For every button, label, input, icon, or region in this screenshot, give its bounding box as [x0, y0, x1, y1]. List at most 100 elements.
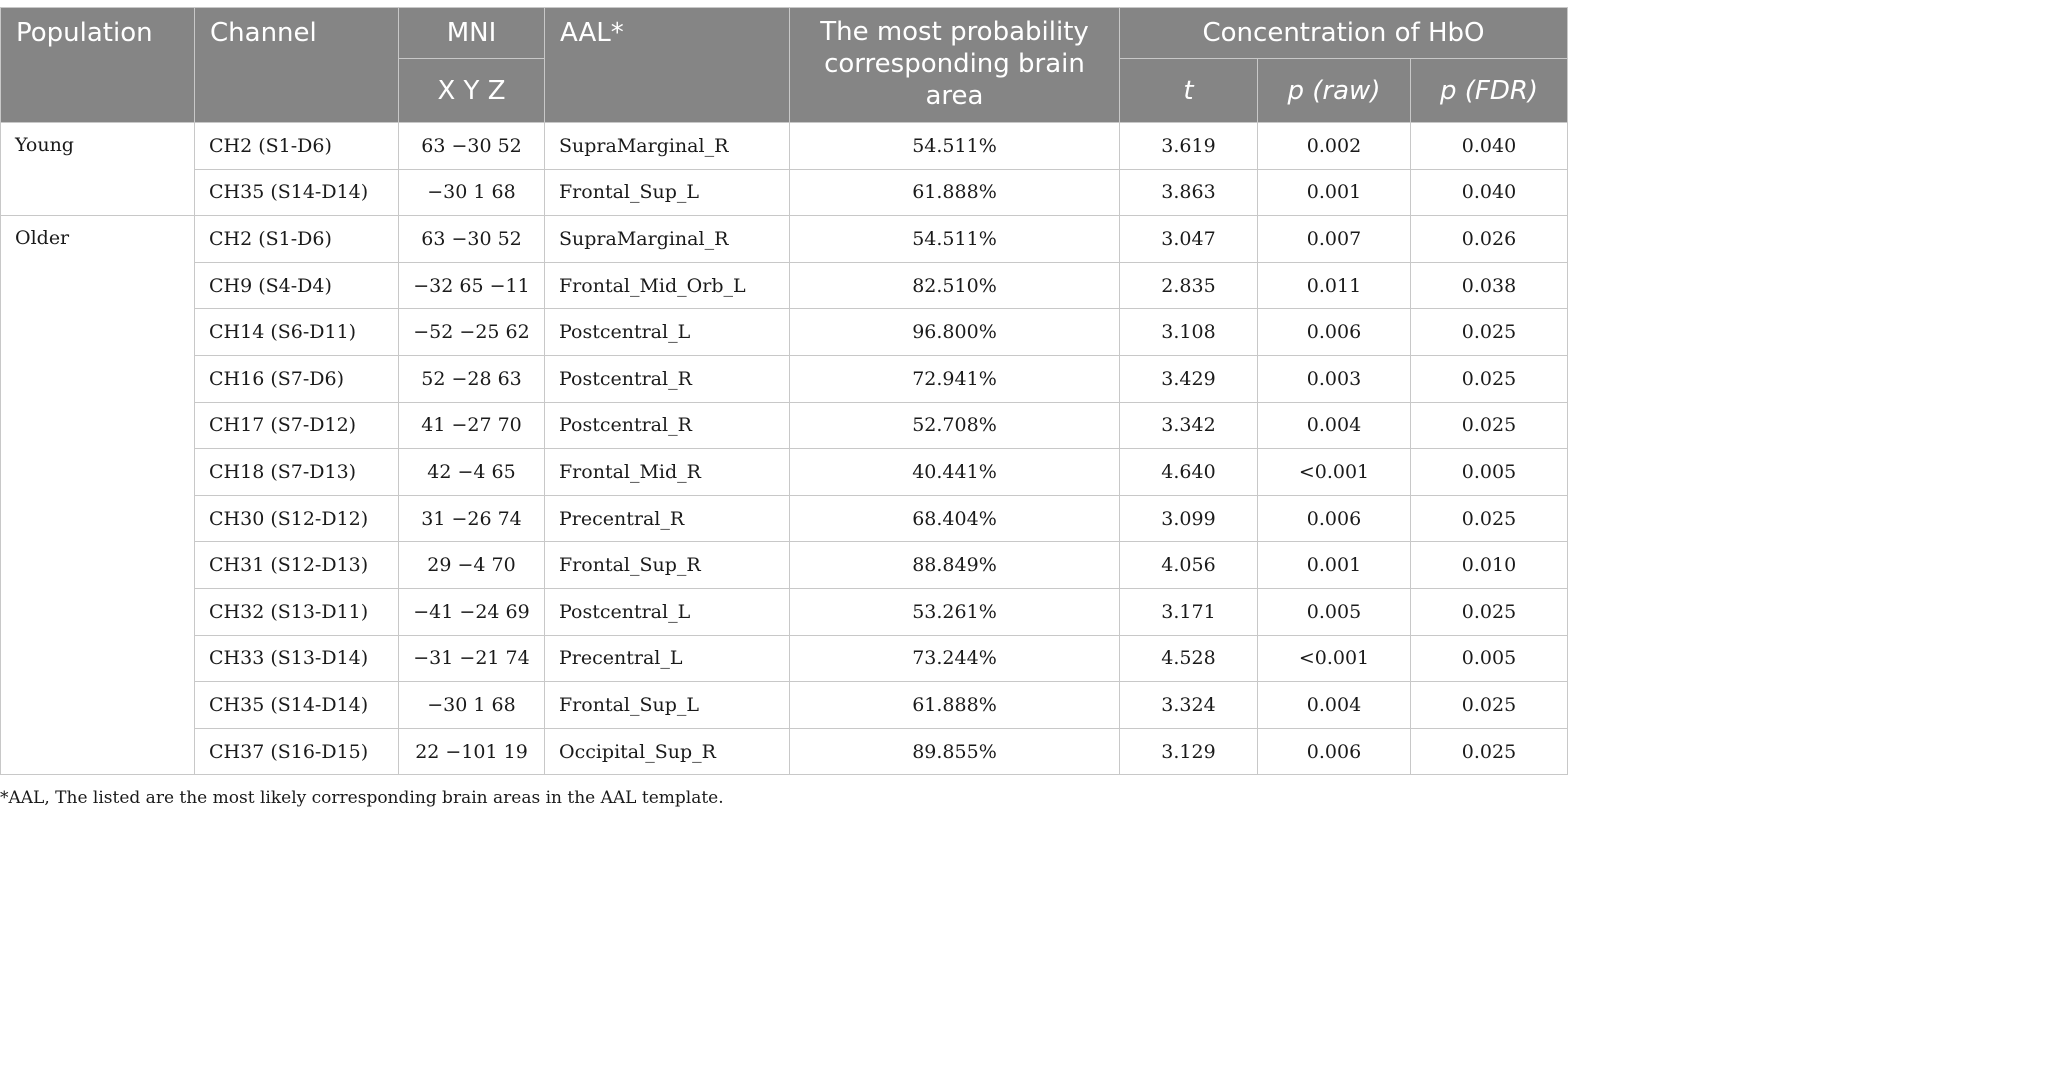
mni-cell: −41 −24 69	[398, 587, 545, 636]
table-row: CH14 (S6-D11) −52 −25 62 Postcentral_L 96.8…	[1, 308, 1569, 356]
probability-cell: 82.510%	[789, 261, 1120, 310]
aal-cell: Postcentral_L	[544, 587, 790, 636]
mni-cell: 42 −4 65	[398, 448, 545, 496]
p-raw-cell: 0.004	[1257, 681, 1411, 729]
p-raw-cell: 0.003	[1257, 354, 1411, 403]
p-raw-cell: 0.011	[1257, 261, 1411, 310]
p-fdr-cell: 0.038	[1409, 261, 1569, 310]
probability-cell: 53.261%	[789, 587, 1120, 636]
table-row: Older CH2 (S1-D6) 63 −30 52 SupraMarginal_R…	[0, 215, 1569, 776]
p-raw-cell: 0.001	[1257, 541, 1411, 589]
aal-cell: Frontal_Sup_L	[544, 168, 790, 217]
p-raw-cell: 0.006	[1257, 494, 1411, 543]
mni-cell: 41 −27 70	[398, 401, 545, 450]
p-fdr-cell: 0.040	[1409, 122, 1569, 170]
aal-cell: SupraMarginal_R	[544, 215, 790, 263]
t-value-cell: 3.342	[1119, 401, 1258, 450]
p-raw-cell: 0.005	[1257, 587, 1411, 636]
t-value-cell: 3.099	[1119, 494, 1258, 543]
aal-cell: Postcentral_L	[544, 308, 790, 356]
p-fdr-cell: 0.005	[1409, 448, 1569, 496]
table-row: CH9 (S4-D4) −32 65 −11 Frontal_Mid_Orb_L 82…	[1, 261, 1569, 310]
aal-cell: Frontal_Mid_R	[544, 448, 790, 496]
table-row: CH32 (S13-D11) −41 −24 69 Postcentral_L 53.…	[1, 587, 1569, 636]
aal-cell: Frontal_Sup_R	[544, 541, 790, 589]
channel-cell: CH31 (S12-D13)	[194, 541, 399, 589]
t-value-cell: 3.863	[1119, 168, 1258, 217]
t-value-cell: 3.108	[1119, 308, 1258, 356]
channel-cell: CH18 (S7-D13)	[194, 448, 399, 496]
probability-cell: 89.855%	[789, 727, 1120, 776]
table-row: CH17 (S7-D12) 41 −27 70 Postcentral_R 52.70…	[1, 401, 1569, 450]
header-mni: MNI	[398, 7, 545, 59]
table-row: CH35 (S14-D14) −30 1 68 Frontal_Sup_L 61.88…	[1, 168, 1569, 217]
probability-cell: 61.888%	[789, 681, 1120, 729]
p-raw-cell: 0.001	[1257, 168, 1411, 217]
t-value-cell: 3.619	[1119, 122, 1258, 170]
table-row: CH18 (S7-D13) 42 −4 65 Frontal_Mid_R 40.441…	[1, 448, 1569, 496]
header-mni-xyz: X Y Z	[398, 58, 545, 123]
channel-cell: CH2 (S1-D6)	[194, 122, 399, 170]
t-value-cell: 3.171	[1119, 587, 1258, 636]
p-raw-cell: 0.002	[1257, 122, 1411, 170]
table-row: CH33 (S13-D14) −31 −21 74 Precentral_L 73.2…	[1, 634, 1569, 683]
p-raw-cell: <0.001	[1257, 634, 1411, 683]
header-t: t	[1119, 58, 1258, 123]
aal-cell: Precentral_R	[544, 494, 790, 543]
aal-cell: SupraMarginal_R	[544, 122, 790, 170]
table-row: Young CH2 (S1-D6) 63 −30 52 SupraMarginal_R…	[0, 121, 1569, 217]
header-p-fdr: p (FDR)	[1409, 58, 1569, 123]
probability-cell: 54.511%	[789, 215, 1120, 263]
table-row: CH31 (S12-D13) 29 −4 70 Frontal_Sup_R 88.84…	[1, 541, 1569, 589]
aal-cell: Occipital_Sup_R	[544, 727, 790, 776]
aal-cell: Frontal_Mid_Orb_L	[544, 261, 790, 310]
aal-cell: Precentral_L	[544, 634, 790, 683]
mni-cell: −30 1 68	[398, 681, 545, 729]
table-body: Young CH2 (S1-D6) 63 −30 52 SupraMarginal_R…	[0, 121, 1569, 776]
p-fdr-cell: 0.025	[1409, 308, 1569, 356]
t-value-cell: 3.429	[1119, 354, 1258, 403]
p-raw-cell: <0.001	[1257, 448, 1411, 496]
t-value-cell: 4.056	[1119, 541, 1258, 589]
table-row: CH37 (S16-D15) 22 −101 19 Occipital_Sup_R 8…	[1, 727, 1569, 776]
probability-cell: 72.941%	[789, 354, 1120, 403]
population-cell: Young	[0, 121, 195, 217]
channel-cell: CH17 (S7-D12)	[194, 401, 399, 450]
p-raw-cell: 0.007	[1257, 215, 1411, 263]
probability-cell: 73.244%	[789, 634, 1120, 683]
probability-cell: 68.404%	[789, 494, 1120, 543]
p-fdr-cell: 0.025	[1409, 727, 1569, 776]
channel-cell: CH35 (S14-D14)	[194, 168, 399, 217]
mni-cell: 52 −28 63	[398, 354, 545, 403]
channel-cell: CH35 (S14-D14)	[194, 681, 399, 729]
channel-cell: CH2 (S1-D6)	[194, 215, 399, 263]
probability-cell: 61.888%	[789, 168, 1120, 217]
header-p-raw: p (raw)	[1257, 58, 1411, 123]
p-raw-cell: 0.004	[1257, 401, 1411, 450]
footnote: *AAL, The listed are the most likely cor…	[0, 788, 724, 808]
table-row: CH30 (S12-D12) 31 −26 74 Precentral_R 68.40…	[1, 494, 1569, 543]
p-raw-cell: 0.006	[1257, 308, 1411, 356]
header-aal: AAL*	[544, 7, 790, 123]
p-fdr-cell: 0.026	[1409, 215, 1569, 263]
p-raw-cell: 0.006	[1257, 727, 1411, 776]
channel-cell: CH33 (S13-D14)	[194, 634, 399, 683]
t-value-cell: 2.835	[1119, 261, 1258, 310]
p-fdr-cell: 0.010	[1409, 541, 1569, 589]
t-value-cell: 4.528	[1119, 634, 1258, 683]
probability-cell: 96.800%	[789, 308, 1120, 356]
p-fdr-cell: 0.025	[1409, 681, 1569, 729]
header-brain-area: The most probability corresponding brain…	[789, 7, 1120, 123]
t-value-cell: 4.640	[1119, 448, 1258, 496]
table-row: CH16 (S7-D6) 52 −28 63 Postcentral_R 72.941…	[1, 354, 1569, 403]
population-cell: Older	[0, 215, 195, 776]
channel-cell: CH16 (S7-D6)	[194, 354, 399, 403]
channel-cell: CH37 (S16-D15)	[194, 727, 399, 776]
p-fdr-cell: 0.025	[1409, 494, 1569, 543]
header-concentration-hbo: Concentration of HbO	[1118, 7, 1569, 59]
mni-cell: 63 −30 52	[398, 215, 545, 263]
aal-cell: Frontal_Sup_L	[544, 681, 790, 729]
aal-cell: Postcentral_R	[544, 401, 790, 450]
mni-cell: −30 1 68	[398, 168, 545, 217]
p-fdr-cell: 0.025	[1409, 354, 1569, 403]
